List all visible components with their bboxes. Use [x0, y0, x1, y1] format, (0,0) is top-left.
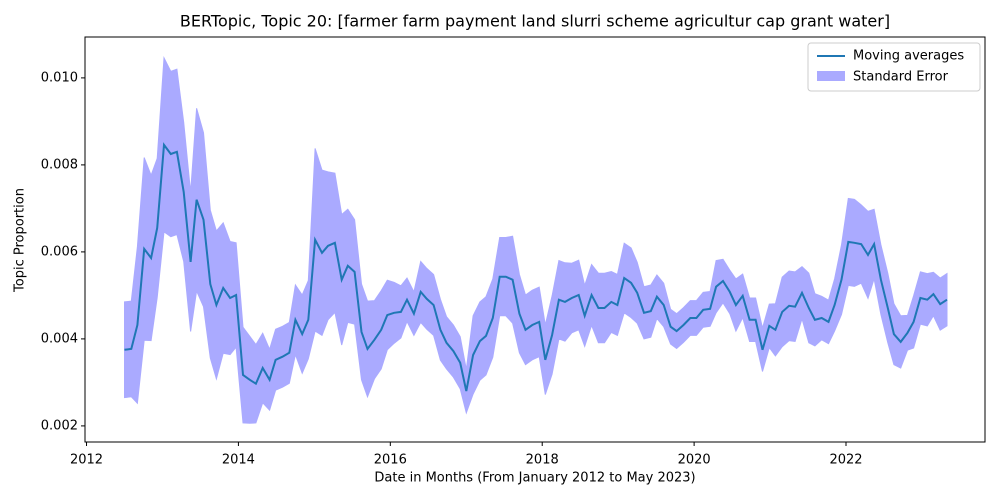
- x-tick-label: 2018: [526, 453, 559, 468]
- legend-label: Standard Error: [853, 70, 949, 85]
- x-tick-label: 2016: [374, 453, 407, 468]
- y-tick-label: 0.004: [41, 331, 78, 346]
- error-band: [124, 56, 948, 424]
- y-axis-label: Topic Proportion: [13, 188, 28, 293]
- y-tick-label: 0.006: [41, 244, 78, 259]
- x-tick-label: 2022: [829, 453, 862, 468]
- x-axis-label: Date in Months (From January 2012 to May…: [374, 471, 695, 486]
- x-tick-label: 2014: [222, 453, 255, 468]
- x-tick-label: 2012: [70, 453, 103, 468]
- legend-patch: [817, 71, 845, 81]
- chart-title: BERTopic, Topic 20: [farmer farm payment…: [180, 12, 890, 31]
- line: [124, 142, 948, 392]
- plot-frame: [84, 36, 986, 443]
- legend-box: [807, 42, 981, 92]
- y-tick-label: 0.008: [41, 157, 78, 172]
- y-tick-label: 0.002: [41, 418, 78, 433]
- legend-label: Moving averages: [853, 49, 964, 64]
- y-tick-label: 0.010: [41, 70, 78, 85]
- x-tick-label: 2020: [678, 453, 711, 468]
